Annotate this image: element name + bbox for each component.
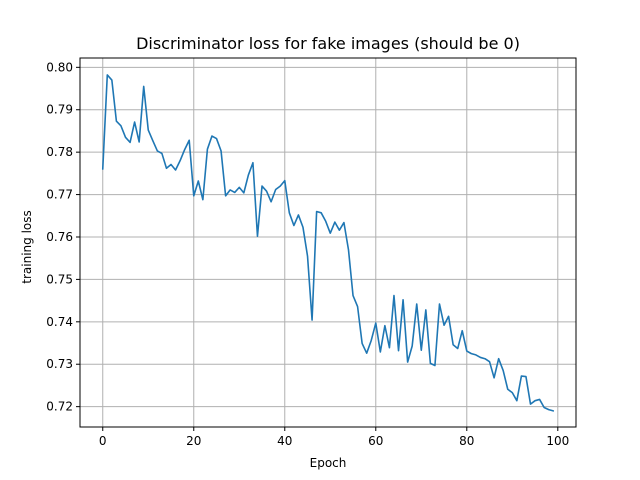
- x-tick-label: 80: [459, 434, 474, 448]
- x-tick-label: 20: [186, 434, 201, 448]
- y-axis: 0.72 0.73 0.74 0.75 0.76 0.77 0.78 0.79 0.80: [46, 60, 80, 414]
- x-tick-label: 100: [546, 434, 569, 448]
- series-group: [101, 74, 555, 412]
- x-axis-label: Epoch: [310, 456, 347, 470]
- y-axis-label: training loss: [20, 210, 34, 283]
- y-tick-label: 0.78: [46, 145, 73, 159]
- x-tick-label: 0: [99, 434, 107, 448]
- y-tick-label: 0.79: [46, 103, 73, 117]
- y-tick-label: 0.74: [46, 315, 73, 329]
- chart-title: Discriminator loss for fake images (shou…: [136, 34, 520, 53]
- y-tick-label: 0.76: [46, 230, 73, 244]
- y-tick-label: 0.72: [46, 400, 73, 414]
- y-tick-label: 0.77: [46, 188, 73, 202]
- plot-frame: [79, 57, 577, 428]
- x-tick-label: 40: [277, 434, 292, 448]
- y-tick-label: 0.75: [46, 272, 73, 286]
- x-tick-label: 60: [368, 434, 383, 448]
- grid-lines: [80, 58, 576, 427]
- y-tick-label: 0.80: [46, 60, 73, 74]
- x-axis: 0 20 40 60 80 100: [99, 427, 569, 448]
- series-line: [101, 74, 555, 412]
- y-tick-label: 0.73: [46, 357, 73, 371]
